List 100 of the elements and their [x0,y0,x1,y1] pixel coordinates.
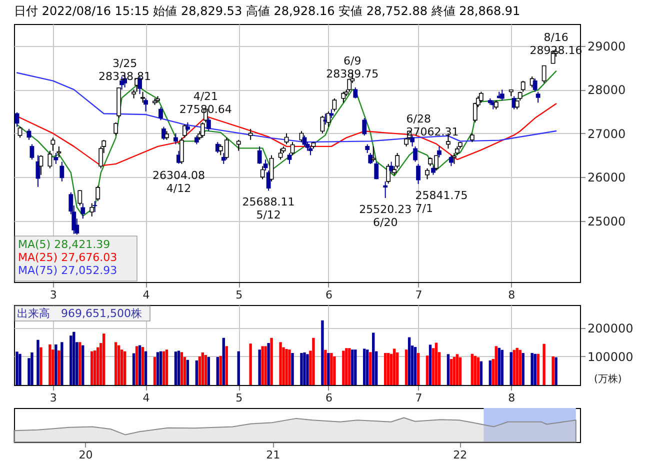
x-tick-label: 20 [78,448,93,462]
candlestick [174,132,178,145]
bar [369,352,372,385]
candlestick [56,146,62,158]
bar [324,350,327,385]
x-tick-label: 4 [142,392,150,404]
candlestick [413,146,418,162]
bar [267,343,270,385]
bar [542,344,546,385]
bar [120,350,124,385]
bar [177,350,180,385]
bar [554,357,558,385]
bar [372,332,375,385]
bar [306,354,309,385]
bar [162,351,166,385]
bar [536,354,540,385]
bar [470,354,474,385]
bar [300,353,303,385]
candlestick [80,202,86,220]
bar [303,352,306,385]
candlestick [114,122,118,136]
annotation: 25841.75 7/1 [415,188,468,215]
candlestick [532,78,538,92]
candlestick [158,106,163,121]
candlestick [383,180,388,199]
candlestick [425,168,430,180]
bar [366,350,369,385]
bar [237,351,240,385]
x-tick-label: 8 [508,392,516,404]
bar [219,356,222,385]
annotation: 26304.08 4/12 [152,168,205,195]
bar [204,355,208,385]
bar [153,357,156,385]
bar [186,360,190,385]
bar [288,350,291,385]
candlestick [78,190,82,206]
bar [408,337,411,385]
x-tick-label: 7 [415,392,422,404]
bar [94,350,96,385]
x-tick-label: 3 [50,288,57,302]
bar [18,354,22,385]
y-tick-label: 28000 [588,83,626,98]
y-tick-label: 25000 [588,214,626,228]
bar [327,353,330,385]
candlestick [248,128,253,140]
bar [90,351,94,385]
x-tick-label: 7 [415,288,422,302]
candlestick [449,154,454,167]
y-tick-label: 29000 [588,39,626,54]
candlestick [278,148,283,160]
candlestick [236,139,241,152]
bar [60,342,64,385]
candlestick [30,144,34,160]
bar [452,357,456,385]
bar [476,357,480,385]
y-tick-label: 27000 [588,126,626,141]
bar [279,342,282,385]
bar [500,350,504,385]
candlestick [144,98,148,112]
candlestick [520,80,526,92]
candlestick [362,118,367,136]
bar [416,353,420,385]
bar [426,356,429,385]
candlestick [353,86,358,99]
x-tick-label: 3 [50,392,57,404]
candlestick [206,118,211,132]
candlestick [14,112,20,128]
candlestick [96,185,100,202]
candlestick [54,152,58,164]
x-tick-label: 6 [325,392,332,404]
bar [222,338,225,385]
candlestick [437,146,442,158]
bar [446,354,450,385]
bar [58,350,60,385]
candlestick [269,154,274,182]
bar [474,356,477,385]
bar [386,353,390,385]
bar [36,340,40,385]
candlestick [48,150,52,169]
bar [207,357,210,385]
bar [132,353,136,385]
y-tick-label: 200000 [588,321,634,336]
bar [512,350,516,385]
bar [195,360,198,385]
bar [488,360,492,385]
candlestick [374,161,379,180]
candlestick [140,91,145,104]
annotation: 25520.23 6/20 [359,203,412,230]
candlestick [182,124,187,138]
bar [552,356,554,385]
x-tick-label: 22 [453,448,468,462]
bar [534,354,536,385]
candlestick [257,146,262,164]
candlestick [332,98,337,112]
bar [450,359,453,385]
x-tick-label: 5 [236,288,243,302]
bar [345,348,348,385]
bar [333,356,336,385]
candlestick [18,126,22,138]
bar [114,342,118,385]
